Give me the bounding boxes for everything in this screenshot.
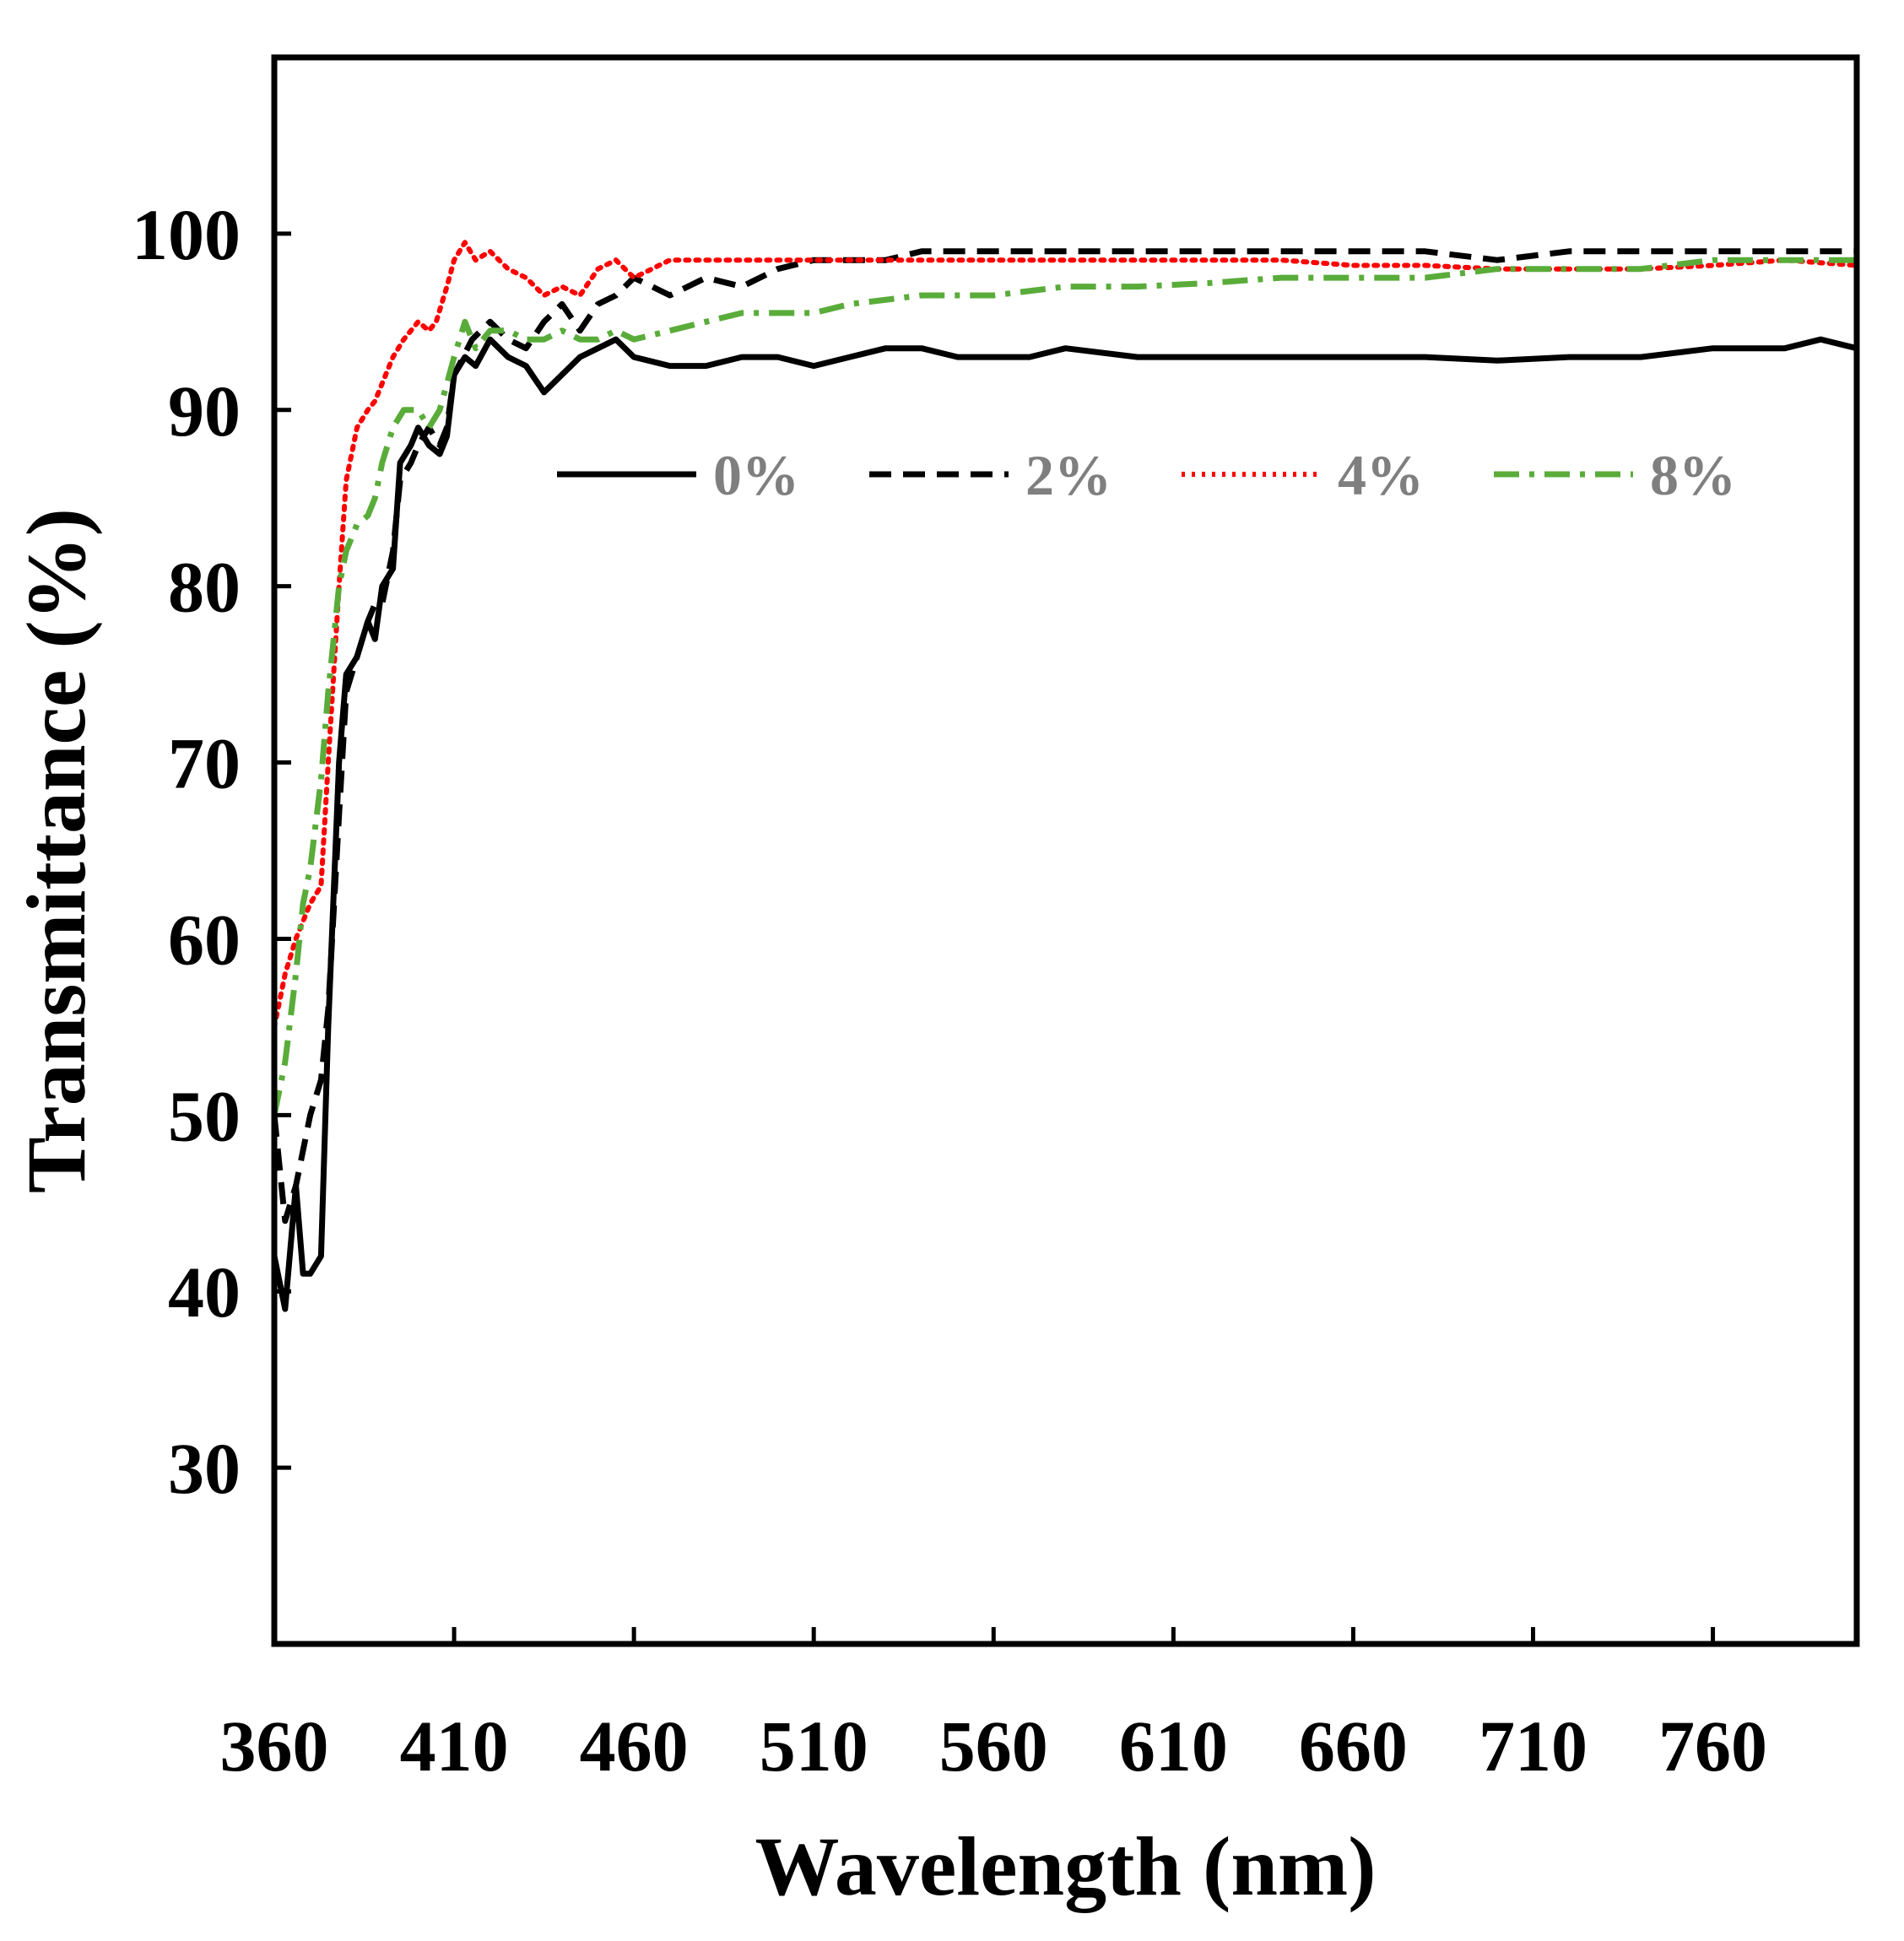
series-layer (271, 240, 1859, 1312)
series-line (272, 240, 1859, 1030)
y-tick-label: 60 (168, 899, 241, 980)
y-tick-label: 100 (132, 194, 241, 275)
y-tick-label: 30 (168, 1428, 241, 1509)
x-tick-label: 660 (1299, 1706, 1408, 1787)
y-tick-label: 80 (168, 547, 241, 628)
y-tick-label: 50 (168, 1075, 241, 1156)
y-tick-label: 40 (168, 1252, 241, 1333)
series-line (271, 257, 1857, 1116)
legend-label: 4% (1338, 443, 1424, 507)
x-axis-title: Wavelength (nm) (755, 1819, 1376, 1913)
x-tick-label: 410 (400, 1706, 509, 1787)
series-line (271, 248, 1857, 1225)
plot-frame (271, 54, 1860, 1647)
x-tick-label: 760 (1658, 1706, 1767, 1787)
legend: 0% 2% 4% 8% (557, 443, 1736, 507)
x-tick-label: 710 (1479, 1706, 1588, 1787)
x-tick-label: 560 (939, 1706, 1048, 1787)
ticks-layer: 360 410 460 510 560 610 660 710 760 30 40 50 60 70 80 9… (132, 194, 1767, 1787)
x-tick-label: 460 (580, 1706, 689, 1787)
y-tick-label: 70 (168, 723, 241, 804)
y-axis-title: Transmittance (%) (9, 508, 103, 1193)
x-tick-label: 610 (1119, 1706, 1228, 1787)
legend-label: 0% (713, 443, 799, 507)
x-tick-label: 510 (760, 1706, 868, 1787)
legend-label: 2% (1025, 443, 1112, 507)
y-tick-label: 90 (168, 370, 241, 451)
legend-label: 8% (1650, 443, 1736, 507)
x-tick-label: 360 (220, 1706, 329, 1787)
